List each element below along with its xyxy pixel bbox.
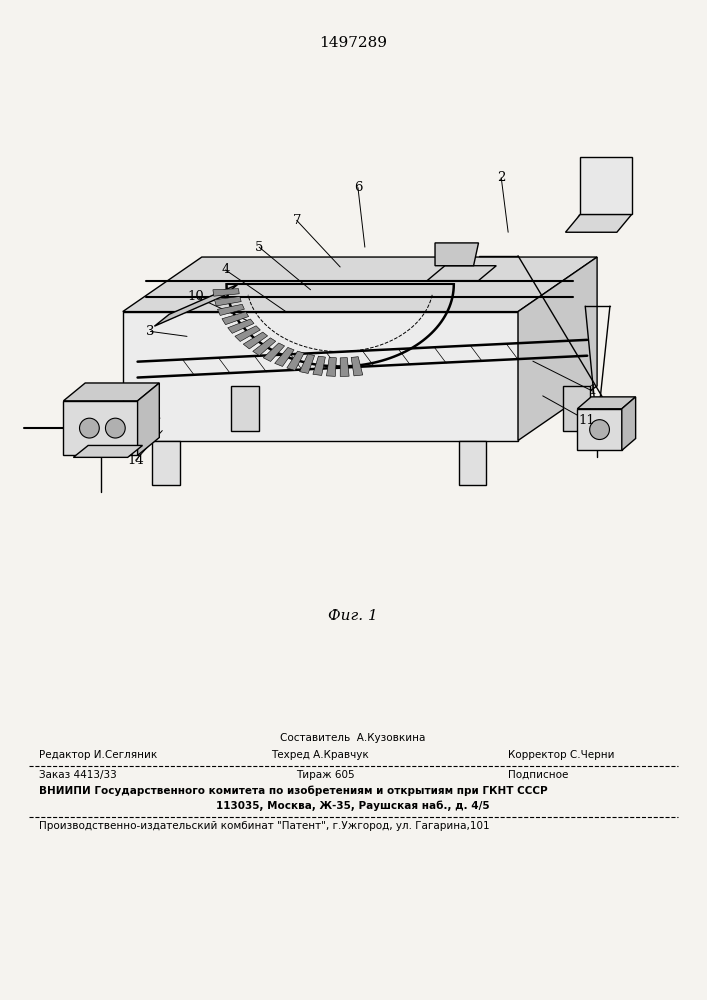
Polygon shape (222, 312, 249, 325)
Polygon shape (123, 312, 518, 440)
Polygon shape (138, 383, 159, 455)
Polygon shape (64, 401, 138, 455)
Polygon shape (621, 397, 636, 450)
Polygon shape (300, 354, 315, 373)
Polygon shape (231, 386, 259, 431)
Polygon shape (563, 386, 590, 431)
Text: 3: 3 (146, 325, 155, 338)
Polygon shape (235, 326, 260, 341)
Polygon shape (218, 304, 245, 315)
Polygon shape (123, 257, 597, 312)
Text: 4: 4 (221, 263, 230, 276)
Polygon shape (518, 257, 597, 440)
Polygon shape (153, 440, 180, 485)
Polygon shape (580, 157, 631, 214)
Polygon shape (566, 214, 631, 232)
Polygon shape (340, 358, 349, 376)
Polygon shape (228, 319, 254, 333)
Text: Заказ 4413/33: Заказ 4413/33 (39, 770, 117, 780)
Text: Тираж 605: Тираж 605 (296, 770, 354, 780)
Text: Редактор И.Сегляник: Редактор И.Сегляник (39, 750, 157, 760)
Polygon shape (214, 297, 241, 306)
Text: Фиг. 1: Фиг. 1 (328, 609, 378, 623)
Polygon shape (274, 347, 294, 366)
Text: Подписное: Подписное (508, 770, 568, 780)
Text: 14: 14 (127, 454, 144, 467)
Polygon shape (351, 357, 363, 376)
Text: 10: 10 (187, 290, 204, 303)
Polygon shape (578, 397, 636, 409)
Circle shape (79, 418, 99, 438)
Text: 7: 7 (293, 214, 301, 227)
Polygon shape (74, 445, 143, 457)
Polygon shape (64, 383, 159, 401)
Text: Корректор С.Черни: Корректор С.Черни (508, 750, 614, 760)
Circle shape (590, 420, 609, 440)
Polygon shape (252, 338, 276, 356)
Text: 2: 2 (497, 171, 506, 184)
Circle shape (105, 418, 125, 438)
Polygon shape (313, 356, 325, 375)
Text: 1497289: 1497289 (319, 36, 387, 50)
Text: ВНИИПИ Государственного комитета по изобретениям и открытиям при ГКНТ СССР: ВНИИПИ Государственного комитета по изоб… (39, 786, 547, 796)
Text: 113035, Москва, Ж-35, Раушская наб., д. 4/5: 113035, Москва, Ж-35, Раушская наб., д. … (216, 800, 490, 811)
Polygon shape (213, 289, 239, 296)
Polygon shape (287, 351, 304, 370)
Polygon shape (327, 357, 337, 376)
Polygon shape (263, 343, 285, 361)
Text: Производственно-издательский комбинат "Патент", г.Ужгород, ул. Гагарина,101: Производственно-издательский комбинат "П… (39, 821, 489, 831)
Text: 5: 5 (255, 241, 263, 254)
Text: Техред А.Кравчук: Техред А.Кравчук (271, 750, 369, 760)
Polygon shape (154, 284, 238, 326)
Text: 11: 11 (579, 414, 595, 427)
Polygon shape (459, 440, 486, 485)
Text: Составитель  А.Кузовкина: Составитель А.Кузовкина (280, 733, 426, 743)
Text: 1: 1 (588, 384, 596, 397)
Text: 6: 6 (354, 181, 362, 194)
Polygon shape (427, 266, 496, 281)
Polygon shape (435, 243, 479, 266)
Polygon shape (578, 409, 621, 450)
Polygon shape (243, 332, 267, 349)
